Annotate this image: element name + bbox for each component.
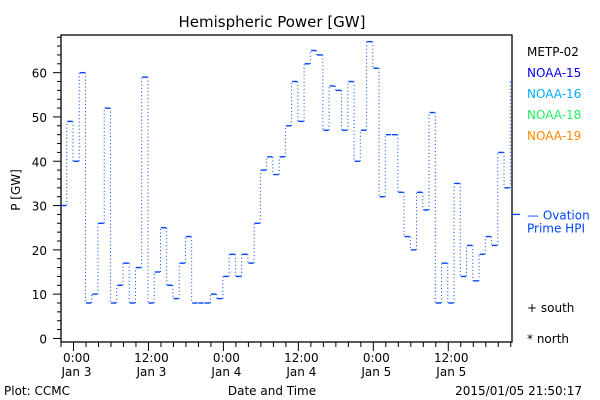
x-tick-time: 12:00 — [434, 351, 469, 365]
legend-symbol-north: * north — [527, 332, 569, 346]
y-axis-label: P [GW] — [9, 169, 23, 211]
x-tick-date: Jan 5 — [360, 365, 391, 379]
ovation-label: Prime HPI — [527, 221, 585, 235]
y-tick-label: 60 — [32, 67, 47, 81]
y-tick-label: 40 — [32, 155, 47, 169]
x-tick-date: Jan 4 — [285, 365, 316, 379]
y-tick-label: 0 — [39, 332, 47, 346]
plot-area — [61, 40, 520, 304]
legend-entry: NOAA-18 — [527, 108, 581, 122]
legend-entry: NOAA-19 — [527, 129, 581, 143]
plot-frame — [60, 34, 513, 343]
y-tick-label: 50 — [32, 111, 47, 125]
x-tick-time: 0:00 — [213, 351, 240, 365]
ovation-label: — Ovation — [527, 208, 590, 222]
series-group — [61, 40, 512, 304]
x-tick-time: 0:00 — [363, 351, 390, 365]
legend-entry: NOAA-16 — [527, 87, 581, 101]
y-tick-label: 20 — [32, 244, 47, 258]
x-tick-time: 0:00 — [63, 351, 90, 365]
x-tick-time: 12:00 — [134, 351, 169, 365]
x-tick-time: 12:00 — [284, 351, 319, 365]
chart-title: Hemispheric Power [GW] — [179, 13, 366, 31]
x-tick-date: Jan 5 — [435, 365, 466, 379]
x-axis-label: Date and Time — [228, 384, 316, 398]
footer-right: 2015/01/05 21:50:17 — [455, 384, 582, 398]
legend-entry: NOAA-15 — [527, 66, 581, 80]
legend-entry: METP-02 — [527, 45, 579, 59]
x-tick-date: Jan 4 — [210, 365, 241, 379]
y-tick-label: 10 — [32, 288, 47, 302]
footer-left: Plot: CCMC — [4, 384, 70, 398]
x-tick-date: Jan 3 — [61, 365, 92, 379]
x-tick-date: Jan 3 — [135, 365, 166, 379]
y-tick-label: 30 — [32, 200, 47, 214]
legend-symbol-south: + south — [527, 301, 574, 315]
